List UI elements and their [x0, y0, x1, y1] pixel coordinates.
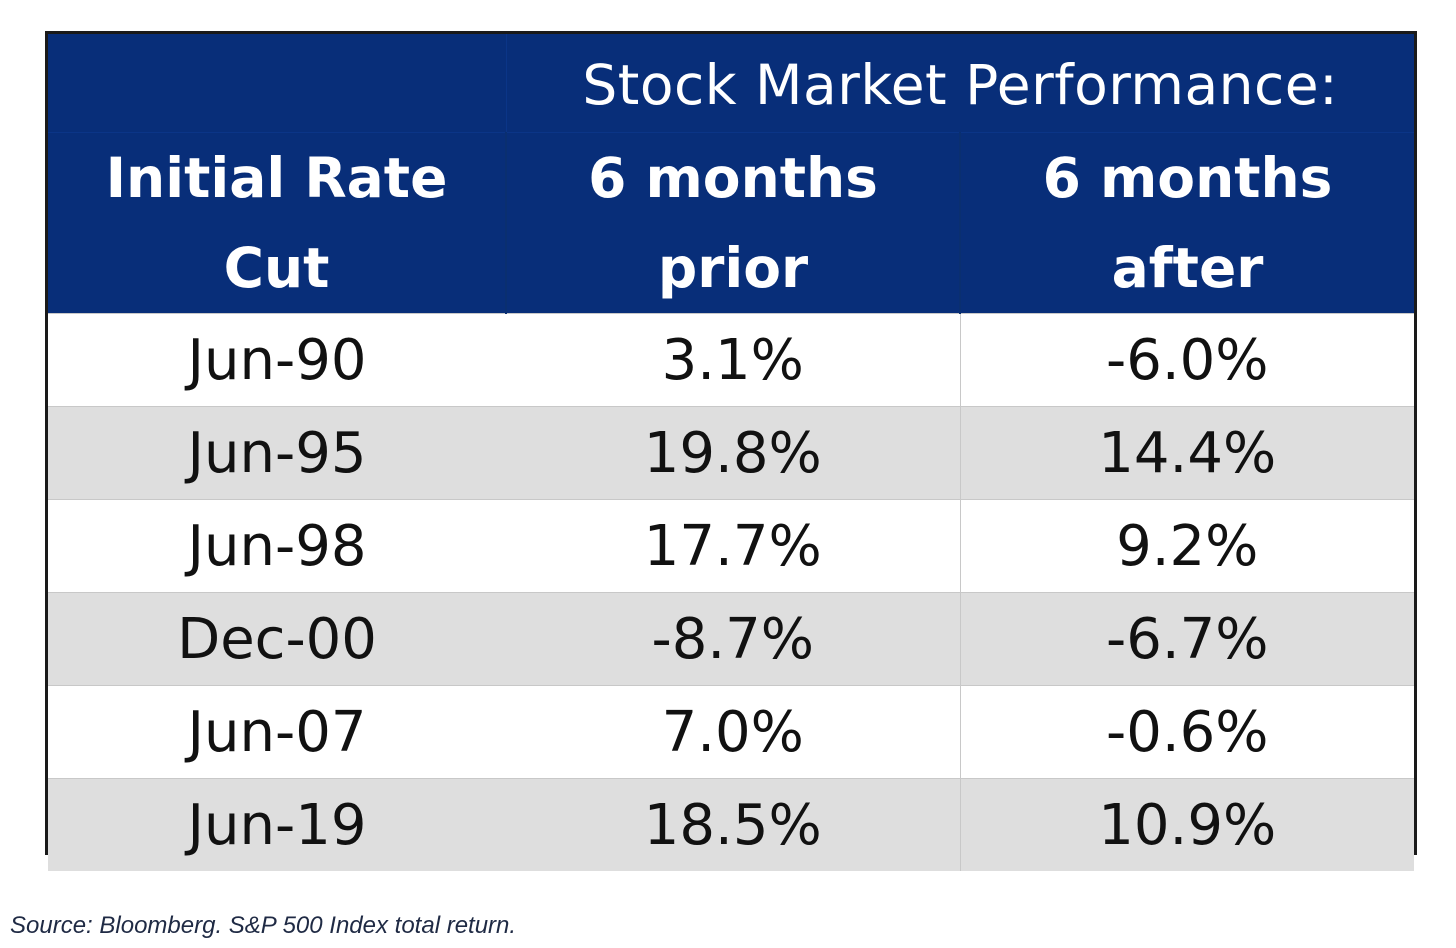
cell-6-months-after: -0.6%: [959, 685, 1414, 779]
table-row: Jun-95 19.8% 14.4%: [48, 406, 1414, 500]
header-blank-cell: [48, 34, 506, 133]
column-header-line: Initial Rate: [105, 146, 448, 210]
column-header-line: 6 months: [588, 146, 878, 210]
performance-table-frame: Stock Market Performance: Initial Rate C…: [45, 31, 1417, 871]
cell-6-months-after: 14.4%: [959, 406, 1414, 500]
table-row: Jun-19 18.5% 10.9%: [48, 778, 1414, 871]
cell-rate-cut-date: Jun-19: [48, 778, 506, 871]
column-header-initial-rate-cut: Initial Rate Cut: [48, 132, 506, 314]
table-row: Jun-98 17.7% 9.2%: [48, 499, 1414, 593]
column-header-6-months-prior: 6 months prior: [505, 132, 960, 314]
cell-rate-cut-date: Jun-90: [48, 313, 506, 407]
column-header-line: 6 months: [1042, 146, 1333, 210]
cell-rate-cut-date: Jun-95: [48, 406, 506, 500]
cell-6-months-after: -6.0%: [959, 313, 1414, 407]
table-row: Jun-90 3.1% -6.0%: [48, 313, 1414, 407]
cell-6-months-after: -6.7%: [959, 592, 1414, 686]
column-header-line: prior: [657, 236, 809, 300]
cell-rate-cut-date: Jun-98: [48, 499, 506, 593]
cell-6-months-prior: 17.7%: [506, 499, 960, 593]
performance-table: Stock Market Performance: Initial Rate C…: [48, 34, 1414, 871]
cell-rate-cut-date: Dec-00: [48, 592, 506, 686]
cell-6-months-after: 9.2%: [959, 499, 1414, 593]
table-title: Stock Market Performance:: [505, 34, 1414, 133]
cell-rate-cut-date: Jun-07: [48, 685, 506, 779]
table-row: Jun-07 7.0% -0.6%: [48, 685, 1414, 779]
source-note: Source: Bloomberg. S&P 500 Index total r…: [10, 912, 517, 939]
cell-6-months-prior: 3.1%: [506, 313, 960, 407]
cell-6-months-prior: 19.8%: [506, 406, 960, 500]
column-header-line: Cut: [223, 236, 330, 300]
column-header-6-months-after: 6 months after: [959, 132, 1414, 314]
cell-6-months-prior: 18.5%: [506, 778, 960, 871]
header-top-row: Stock Market Performance:: [48, 34, 1414, 133]
cell-6-months-prior: -8.7%: [506, 592, 960, 686]
cell-6-months-prior: 7.0%: [506, 685, 960, 779]
cell-6-months-after: 10.9%: [959, 778, 1414, 871]
column-header-line: after: [1111, 236, 1264, 300]
column-header-row: Initial Rate Cut 6 months prior 6 months…: [48, 132, 1414, 314]
table-row: Dec-00 -8.7% -6.7%: [48, 592, 1414, 686]
